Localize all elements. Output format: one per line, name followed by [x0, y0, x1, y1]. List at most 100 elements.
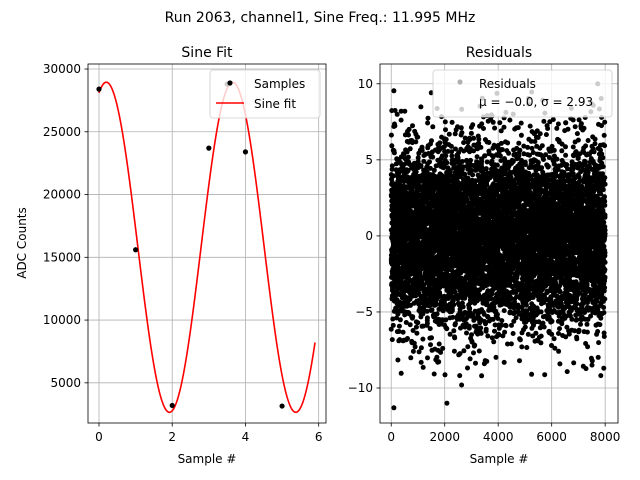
residual-point	[493, 354, 499, 360]
residual-point	[433, 301, 439, 307]
residual-point	[460, 304, 466, 310]
residual-point	[389, 337, 395, 343]
residual-point	[449, 119, 455, 125]
residual-point	[443, 127, 448, 133]
residual-point	[396, 329, 402, 334]
residual-point	[483, 166, 489, 172]
residual-point	[479, 159, 485, 164]
residual-point	[410, 314, 416, 320]
residual-point	[446, 131, 452, 137]
residual-point	[481, 126, 486, 131]
residual-point	[467, 305, 473, 311]
residual-point	[415, 155, 421, 161]
residual-point	[389, 163, 395, 169]
residual-point	[429, 138, 434, 144]
residual-point	[484, 159, 490, 165]
residual-point	[470, 122, 476, 128]
residual-point	[413, 324, 419, 330]
residual-point	[421, 158, 427, 164]
residual-point	[392, 123, 398, 129]
residual-point	[442, 372, 448, 378]
residual-point	[459, 130, 465, 136]
residual-point	[507, 117, 513, 123]
residual-point	[490, 119, 496, 125]
residual-point	[420, 364, 426, 370]
sample-point	[206, 145, 212, 151]
residual-point	[429, 335, 434, 341]
residual-point	[442, 119, 448, 125]
residual-point	[465, 344, 471, 350]
p0-ytick-label: 10000	[43, 313, 81, 327]
residual-point	[486, 140, 492, 145]
residual-point	[474, 154, 480, 160]
residual-point	[407, 322, 413, 328]
p0-ytick-label: 30000	[43, 62, 81, 76]
residual-point	[466, 325, 472, 331]
residual-point	[468, 130, 474, 136]
residual-point	[431, 167, 437, 173]
residual-point	[499, 318, 505, 324]
residual-point	[434, 354, 440, 360]
sine-fit-legend-box	[209, 69, 321, 119]
residual-point	[478, 325, 484, 331]
residual-point	[469, 332, 474, 338]
legend-samples-label: Samples	[254, 77, 305, 91]
p0-xtick-label: 6	[315, 430, 323, 444]
residual-point	[428, 90, 434, 96]
residual-point	[420, 311, 426, 317]
residual-point	[451, 328, 457, 334]
residual-point	[444, 160, 450, 166]
residual-point	[471, 135, 477, 141]
residual-point	[427, 165, 433, 171]
residual-point	[405, 154, 411, 160]
residual-point	[427, 159, 432, 165]
residual-point	[452, 335, 458, 341]
residual-point	[457, 373, 463, 379]
residual-point	[450, 314, 456, 320]
residual-point	[519, 344, 525, 350]
residual-point	[458, 125, 464, 131]
p0-xtick-label: 4	[242, 430, 250, 444]
residual-point	[444, 326, 450, 332]
residual-point	[410, 348, 416, 354]
residual-point	[482, 153, 488, 159]
residual-point	[419, 148, 425, 153]
residual-point	[476, 348, 482, 354]
residual-point	[510, 331, 516, 336]
residual-point	[428, 342, 433, 348]
residual-point	[503, 323, 509, 329]
residual-point	[392, 108, 398, 113]
residual-point	[497, 120, 503, 126]
residual-point	[389, 143, 395, 149]
residual-point	[408, 355, 414, 361]
residual-point	[390, 316, 396, 322]
residuals-points-layer	[388, 81, 608, 411]
sine-fit-curve	[98, 81, 316, 414]
residual-point	[461, 140, 467, 146]
residual-point	[424, 320, 430, 326]
sample-point	[279, 403, 285, 409]
residual-point	[388, 326, 394, 332]
residual-point	[431, 371, 437, 377]
residual-point	[413, 169, 419, 175]
p0-xtick-label: 2	[168, 430, 176, 444]
sample-point	[133, 247, 139, 253]
residual-point	[406, 132, 411, 138]
residual-point	[397, 317, 403, 323]
residual-point	[434, 311, 440, 317]
sine-fit-legend: Samples Sine fit	[209, 69, 321, 119]
residual-point	[415, 134, 421, 140]
residual-point	[443, 153, 449, 159]
residual-point	[400, 329, 406, 335]
sine-fit-grid	[88, 64, 326, 423]
p0-ytick-label: 25000	[43, 125, 81, 139]
residual-point	[491, 339, 497, 345]
residual-point	[518, 132, 524, 138]
residual-point	[398, 117, 404, 123]
residual-point	[418, 104, 424, 110]
residual-point	[518, 120, 524, 126]
